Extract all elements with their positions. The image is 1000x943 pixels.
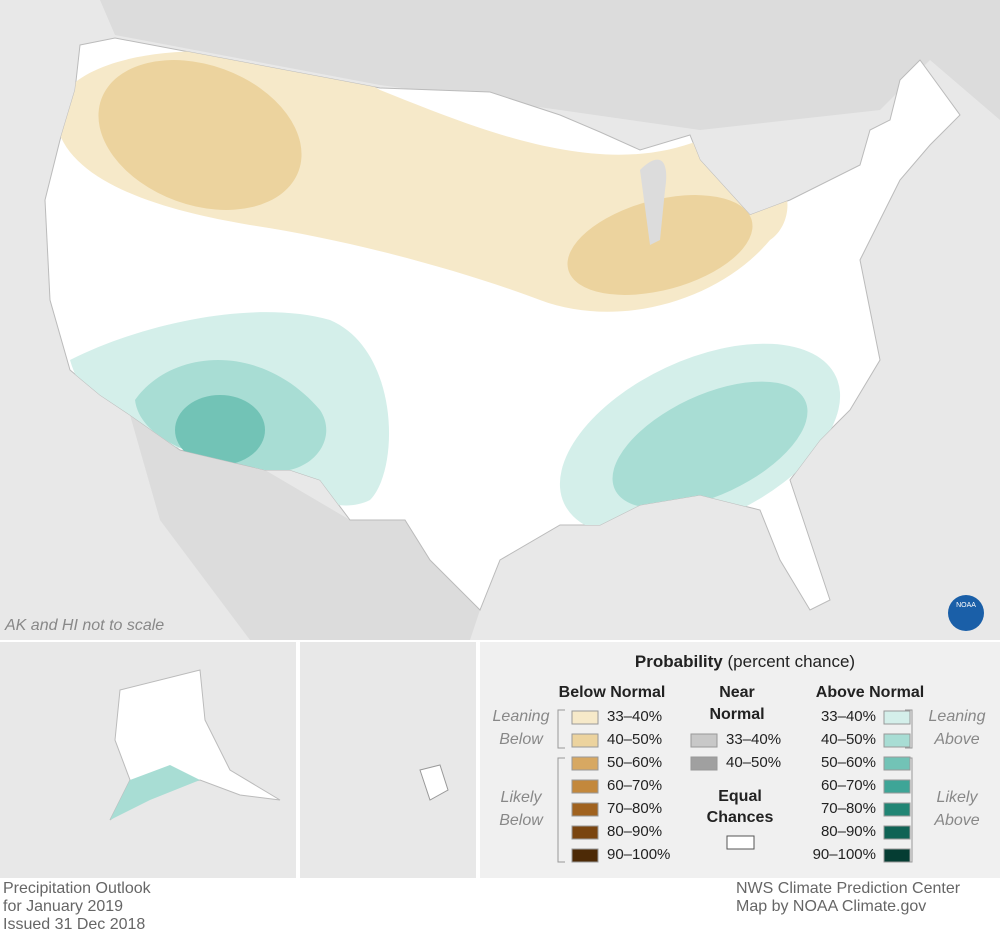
swatch-label: 40–50%: [607, 731, 662, 748]
swatch-label: 90–100%: [813, 846, 876, 863]
below-40: [567, 195, 753, 295]
swatch-label: 90–100%: [607, 846, 670, 863]
leaning-note: Below: [499, 731, 544, 748]
heading: Below Normal: [559, 684, 666, 701]
footer-right: NWS Climate Prediction Center: [736, 880, 961, 897]
swatch-label: 50–60%: [607, 754, 662, 771]
above-40: [612, 381, 808, 509]
below-40: [98, 60, 302, 210]
legend-subtitle: (percent chance): [728, 652, 856, 671]
legend: Probability (percent chance) Below Normal…: [493, 652, 986, 862]
swatch: [883, 848, 911, 863]
swatch: [690, 733, 718, 748]
swatch-label: 70–80%: [607, 800, 662, 817]
legend-title-main: Probability: [635, 652, 723, 671]
swatch: [726, 835, 755, 850]
swatch-label: 33–40%: [726, 731, 781, 748]
likely-note: Likely: [937, 789, 979, 806]
swatch: [883, 710, 911, 725]
swatch: [571, 756, 599, 771]
hawaii: [419, 764, 449, 801]
mexico: [130, 415, 480, 640]
footer-left: for January 2019: [3, 898, 123, 915]
alaska-above: [110, 765, 200, 820]
footer-left: Precipitation Outlook: [3, 880, 152, 897]
swatch: [571, 733, 599, 748]
swatch: [690, 756, 718, 771]
legend-title: Probability (percent chance): [635, 652, 855, 671]
canada: [100, 0, 1000, 130]
swatch-label: 33–40%: [607, 708, 662, 725]
leaning-note: Leaning: [493, 708, 550, 725]
swatch-label: 40–50%: [726, 754, 781, 771]
swatch-label: 70–80%: [821, 800, 876, 817]
heading: Equal: [718, 788, 762, 805]
likely-note: Likely: [501, 789, 543, 806]
likely-note: Below: [499, 812, 544, 829]
scale-note: AK and HI not to scale: [4, 617, 164, 634]
swatch-label: 60–70%: [607, 777, 662, 794]
likely-note: Above: [933, 812, 979, 829]
noaa-logo-text: NOAA: [956, 602, 976, 609]
swatch: [571, 710, 599, 725]
swatch: [883, 802, 911, 817]
leaning-note: Above: [933, 731, 979, 748]
swatch-label: 80–90%: [607, 823, 662, 840]
leaning-note: Leaning: [929, 708, 986, 725]
heading: Normal: [709, 706, 764, 723]
swatch: [883, 825, 911, 840]
footer-right: Map by NOAA Climate.gov: [736, 898, 926, 915]
swatch-label: 40–50%: [821, 731, 876, 748]
footer-left: Issued 31 Dec 2018: [3, 916, 145, 933]
outlook-areas: [55, 51, 841, 537]
heading: Above Normal: [816, 684, 924, 701]
swatch-label: 50–60%: [821, 754, 876, 771]
noaa-logo: [948, 595, 984, 631]
heading: Chances: [707, 809, 774, 826]
hawaii-panel: [300, 642, 476, 878]
swatch: [571, 825, 599, 840]
lake-michigan: [640, 159, 667, 245]
swatch: [571, 779, 599, 794]
swatch: [883, 733, 911, 748]
heading: Near: [719, 684, 755, 701]
swatch: [571, 802, 599, 817]
swatch: [571, 848, 599, 863]
leaning-brackets: [557, 709, 913, 749]
swatch-label: 33–40%: [821, 708, 876, 725]
swatch: [883, 779, 911, 794]
swatch-label: 80–90%: [821, 823, 876, 840]
above-50: [175, 395, 265, 465]
swatch: [883, 756, 911, 771]
swatch-label: 60–70%: [821, 777, 876, 794]
